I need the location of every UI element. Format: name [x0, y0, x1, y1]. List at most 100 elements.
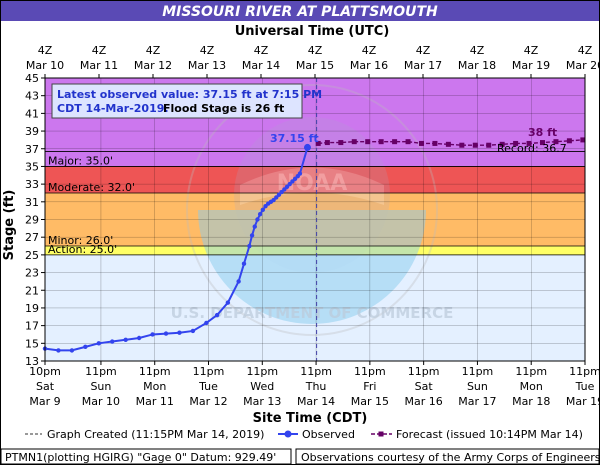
- observed-point: [292, 176, 298, 182]
- local-tick-label: 11pm: [85, 365, 117, 378]
- footer-courtesy: Observations courtesy of the Army Corps …: [301, 451, 600, 464]
- y-tick-label: 15: [25, 337, 39, 350]
- utc-tick-label-bottom: Mar 13: [188, 59, 226, 72]
- utc-tick-label-bottom: Mar 15: [296, 59, 334, 72]
- observed-point: [214, 312, 220, 318]
- x-axis-title: Site Time (CDT): [253, 411, 368, 426]
- local-tick-label: 11pm: [193, 365, 225, 378]
- y-tick-label: 31: [25, 196, 39, 209]
- utc-tick-label-top: 4Z: [200, 44, 215, 57]
- utc-tick-label-bottom: Mar 11: [80, 59, 118, 72]
- y-tick-label: 37: [25, 143, 39, 156]
- utc-tick-label-top: 4Z: [578, 44, 593, 57]
- local-tick-label: Mar 19: [566, 395, 600, 408]
- local-tick-label: Mon: [143, 380, 166, 393]
- local-tick-label: Mar 15: [351, 395, 389, 408]
- svg-text:U.S. DEPARTMENT OF COMMERCE: U.S. DEPARTMENT OF COMMERCE: [171, 304, 454, 322]
- y-tick-label: 45: [25, 72, 39, 85]
- y-tick-label: 33: [25, 178, 39, 191]
- y-tick-label: 25: [25, 249, 39, 262]
- legend-forecast-marker: [378, 431, 384, 437]
- info-line-2a: CDT 14-Mar-2019.: [57, 102, 169, 115]
- y-tick-label: 41: [25, 107, 39, 120]
- local-tick-label: 11pm: [300, 365, 332, 378]
- legend-observed: Observed: [302, 428, 355, 441]
- local-tick-label: Mar 11: [136, 395, 174, 408]
- footer-datum: PTMN1(plotting HGIRG) "Gage 0" Datum: 92…: [5, 451, 276, 464]
- forecast-point: [445, 141, 451, 147]
- forecast-point: [351, 139, 357, 145]
- forecast-point: [566, 138, 572, 144]
- observed-point: [303, 143, 311, 151]
- noaa-watermark: NOAA U.S. DEPARTMENT OF COMMERCE: [171, 84, 454, 336]
- forecast-point: [499, 141, 505, 147]
- forecast-point: [392, 139, 398, 145]
- forecast-point: [405, 139, 411, 145]
- observed-point: [190, 328, 196, 334]
- observed-point: [252, 224, 257, 229]
- y-tick-label: 17: [25, 320, 39, 333]
- forecast-point: [378, 139, 384, 145]
- chart-title: MISSOURI RIVER AT PLATTSMOUTH: [162, 4, 438, 20]
- observed-point: [271, 197, 276, 203]
- local-tick-label: Tue: [575, 380, 595, 393]
- utc-tick-label-bottom: Mar 14: [242, 59, 280, 72]
- y-tick-label: 39: [25, 125, 39, 138]
- utc-tick-label-bottom: Mar 16: [350, 59, 388, 72]
- local-tick-label: 11pm: [408, 365, 440, 378]
- observed-point: [249, 233, 255, 238]
- observed-point: [257, 211, 263, 217]
- utc-tick-label-top: 4Z: [362, 44, 377, 57]
- title-bar: [1, 1, 599, 21]
- utc-tick-label-top: 4Z: [38, 44, 53, 57]
- observed-point: [96, 341, 101, 346]
- observed-point: [236, 279, 241, 284]
- local-tick-label: Mon: [520, 380, 543, 393]
- forecast-point: [526, 140, 532, 146]
- observed-point: [150, 332, 155, 337]
- info-line-1: Latest observed value: 37.15 ft at 7:15 …: [57, 88, 322, 101]
- forecast-point: [315, 140, 321, 146]
- utc-tick-label-top: 4Z: [416, 44, 431, 57]
- observed-point: [56, 348, 61, 353]
- y-tick-label: 35: [25, 160, 39, 173]
- utc-tick-label-bottom: Mar 12: [134, 59, 172, 72]
- threshold-label-minor: Minor: 26.0': [48, 234, 113, 247]
- utc-tick-label-bottom: Mar 20: [566, 59, 600, 72]
- legend: Graph Created (11:15PM Mar 14, 2019) Obs…: [25, 428, 583, 441]
- y-tick-label: 13: [25, 355, 39, 368]
- record-label: Record: 36.7: [497, 142, 567, 155]
- observed-point: [177, 330, 182, 335]
- observed-point: [297, 171, 303, 176]
- footer-left-box: [0, 448, 292, 465]
- local-tick-label: Sat: [415, 380, 434, 393]
- info-line-2b: Flood Stage is 26 ft: [163, 102, 284, 115]
- observed-point: [282, 187, 287, 192]
- y-tick-label: 29: [25, 214, 39, 227]
- y-tick-label: 21: [25, 284, 39, 297]
- forecast-point: [324, 140, 330, 146]
- flood-category-bands: [45, 78, 585, 361]
- forecast-point: [580, 137, 586, 143]
- observed-point: [225, 300, 231, 305]
- forecast-point: [513, 140, 519, 146]
- observed-point: [290, 179, 295, 184]
- legend-graph-created: Graph Created (11:15PM Mar 14, 2019): [47, 428, 264, 441]
- local-tick-label: 11pm: [246, 365, 278, 378]
- observed-point: [255, 217, 260, 222]
- local-tick-label: Mar 13: [243, 395, 281, 408]
- observed-point: [279, 189, 284, 195]
- band-minor: [45, 192, 585, 247]
- utc-tick-label-bottom: Mar 17: [404, 59, 442, 72]
- local-tick-label: 11pm: [569, 365, 600, 378]
- utc-tick-label-top: 4Z: [254, 44, 269, 57]
- utc-tick-label-bottom: Mar 10: [26, 59, 64, 72]
- footer-right-box: [295, 448, 600, 465]
- observed-point: [247, 243, 252, 249]
- local-tick-label: Wed: [250, 380, 274, 393]
- band-moderate: [45, 166, 585, 193]
- observed-value-label: 37.15 ft: [270, 132, 319, 145]
- legend-forecast: Forecast (issued 10:14PM Mar 14): [396, 428, 583, 441]
- forecast-point: [459, 142, 465, 148]
- local-tick-label: Mar 9: [29, 395, 60, 408]
